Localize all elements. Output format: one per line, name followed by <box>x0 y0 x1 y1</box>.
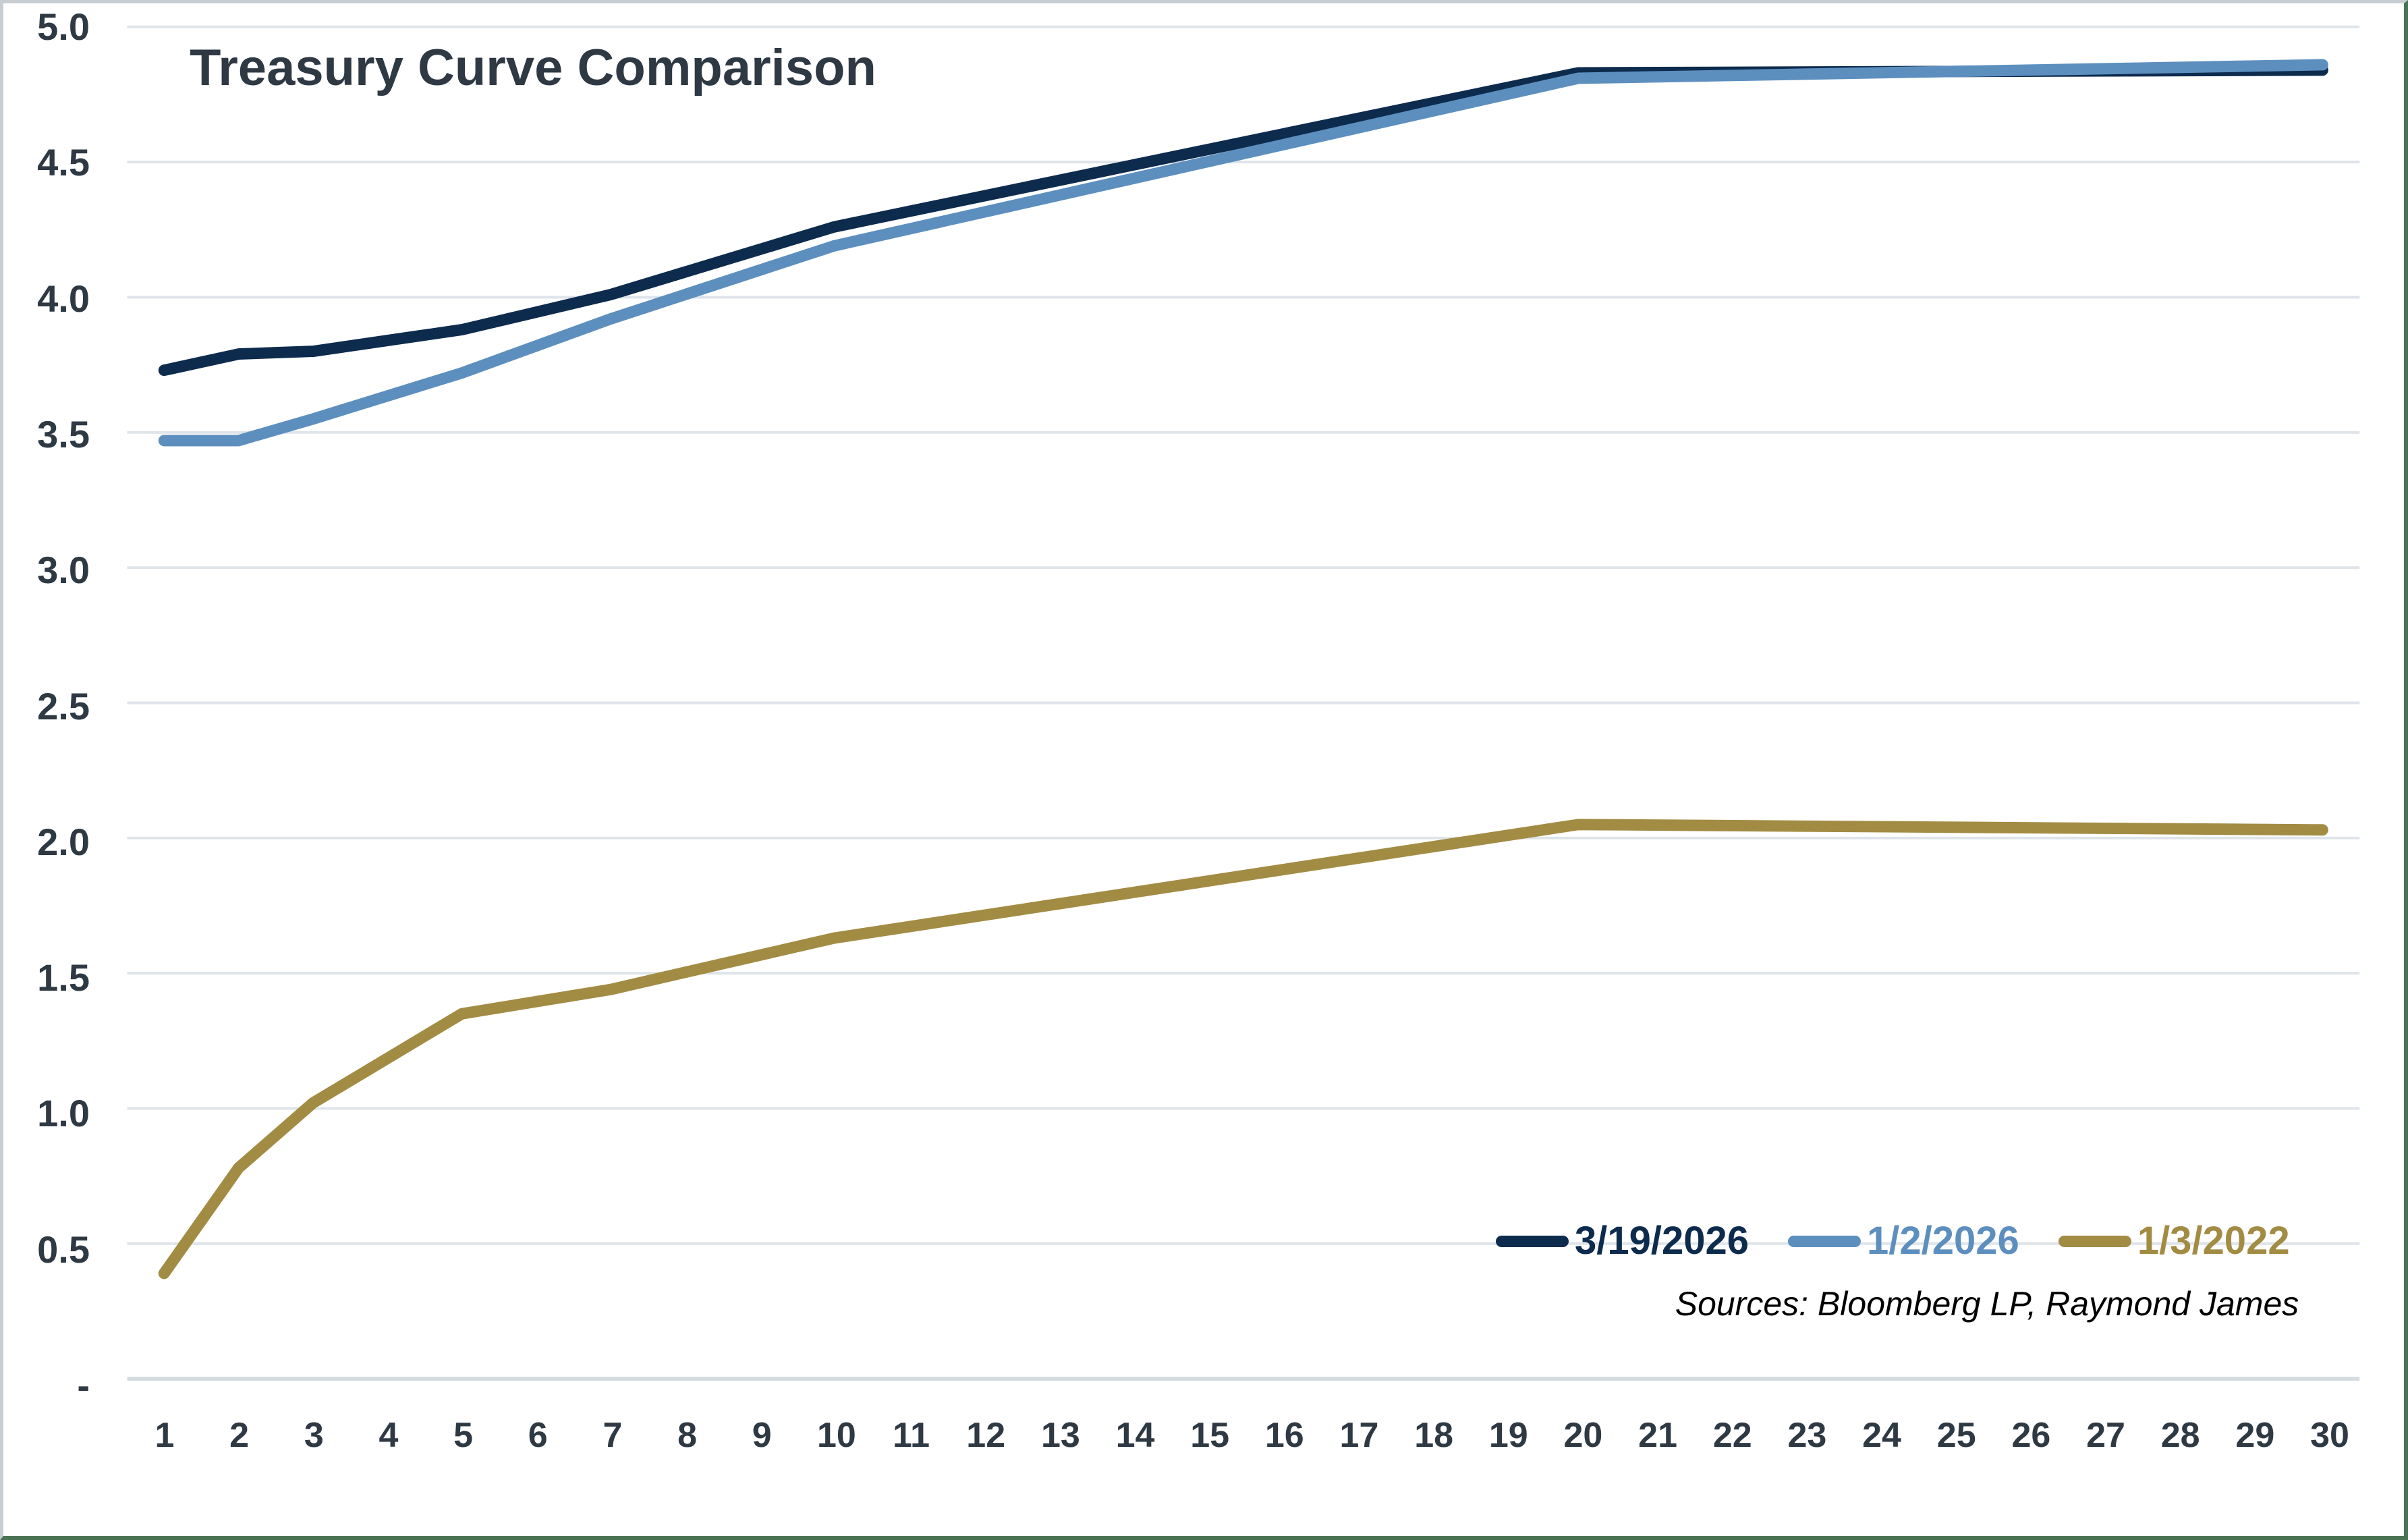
legend-item-1-3-2022: 1/3/2022 <box>2058 1219 2290 1263</box>
x-tick-label: 8 <box>677 1416 698 1455</box>
legend-swatch-blue <box>1788 1235 1861 1247</box>
y-tick-label: 4.0 <box>37 277 90 320</box>
x-tick-label: 11 <box>893 1416 930 1455</box>
series-line-1-2-2026 <box>158 59 2328 447</box>
x-tick-label: 23 <box>1787 1416 1827 1455</box>
y-tick-label: 3.0 <box>37 549 90 592</box>
x-tick-label: 7 <box>603 1416 623 1455</box>
treasury-curve-chart <box>127 25 2360 1381</box>
y-tick-label: 2.0 <box>37 820 90 863</box>
x-tick-label: 14 <box>1115 1416 1155 1455</box>
y-tick-label: 3.5 <box>37 412 90 456</box>
x-tick-label: 26 <box>2011 1416 2051 1455</box>
x-tick-label: 25 <box>1936 1416 1976 1455</box>
x-tick-label: 29 <box>2235 1416 2275 1455</box>
x-tick-label: 10 <box>816 1416 856 1455</box>
chart-legend: 3/19/2026 1/2/2026 1/3/2022 <box>1496 1215 2290 1267</box>
x-tick-label: 21 <box>1638 1416 1678 1455</box>
legend-label: 3/19/2026 <box>1575 1219 1749 1263</box>
x-tick-label: 16 <box>1264 1416 1304 1455</box>
legend-swatch-gold <box>2058 1235 2131 1247</box>
x-tick-label: 5 <box>453 1416 474 1455</box>
x-tick-label: 3 <box>304 1416 324 1455</box>
x-tick-label: 4 <box>379 1416 399 1455</box>
x-tick-label: 6 <box>528 1416 548 1455</box>
y-tick-label: 1.5 <box>37 956 90 999</box>
y-tick-label: - <box>77 1364 90 1406</box>
y-tick-label: 4.5 <box>37 141 90 184</box>
x-tick-label: 19 <box>1488 1416 1528 1455</box>
chart-title: Treasury Curve Comparison <box>190 39 876 97</box>
y-tick-label: 5.0 <box>37 5 90 48</box>
y-tick-label: 2.5 <box>37 684 90 727</box>
legend-item-1-2-2026: 1/2/2026 <box>1788 1221 2019 1261</box>
x-tick-label: 20 <box>1563 1416 1603 1455</box>
series-line-1-3-2022 <box>158 819 2328 1280</box>
x-tick-label: 2 <box>229 1416 250 1455</box>
x-tick-label: 30 <box>2310 1416 2349 1455</box>
x-tick-label: 28 <box>2160 1416 2200 1455</box>
legend-label: 1/3/2022 <box>2137 1219 2290 1263</box>
x-tick-label: 13 <box>1040 1416 1080 1455</box>
x-tick-label: 22 <box>1712 1416 1752 1455</box>
x-tick-label: 12 <box>966 1416 1006 1455</box>
series-line-3-19-2026 <box>158 64 2328 377</box>
legend-swatch-navy <box>1496 1235 1569 1247</box>
y-tick-label: 0.5 <box>37 1228 90 1271</box>
x-tick-label: 18 <box>1414 1416 1454 1455</box>
legend-label: 1/2/2026 <box>1867 1219 2019 1263</box>
x-tick-label: 9 <box>752 1416 772 1455</box>
legend-item-3-19-2026: 3/19/2026 <box>1496 1221 1749 1261</box>
y-tick-label: 1.0 <box>37 1092 90 1135</box>
x-tick-label: 27 <box>2086 1416 2125 1455</box>
x-tick-label: 17 <box>1339 1416 1379 1455</box>
source-note: Sources: Bloomberg LP, Raymond James <box>1675 1285 2299 1323</box>
x-tick-label: 15 <box>1190 1416 1230 1455</box>
x-tick-label: 24 <box>1862 1416 1901 1455</box>
x-tick-label: 1 <box>155 1416 175 1455</box>
